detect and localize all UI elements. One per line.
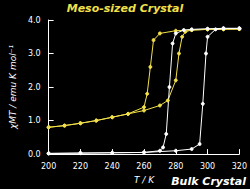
svg-text:T / K: T / K [134,175,155,185]
svg-text:240: 240 [105,162,120,171]
svg-text:300: 300 [200,162,215,171]
svg-text:280: 280 [168,162,183,171]
svg-text:320: 320 [232,162,247,171]
svg-text:3.0: 3.0 [28,49,41,58]
svg-text:220: 220 [73,162,88,171]
svg-text:200: 200 [41,162,56,171]
svg-text:260: 260 [136,162,151,171]
svg-text:4.0: 4.0 [28,16,41,25]
svg-text:0.0: 0.0 [28,150,41,159]
svg-text:Bulk Crystal: Bulk Crystal [171,175,246,188]
svg-text:2.0: 2.0 [28,83,41,92]
svg-text:Meso-sized Crystal: Meso-sized Crystal [67,2,184,15]
svg-text:χMT / emu K mol⁻¹: χMT / emu K mol⁻¹ [8,45,18,130]
svg-text:1.0: 1.0 [28,116,41,125]
